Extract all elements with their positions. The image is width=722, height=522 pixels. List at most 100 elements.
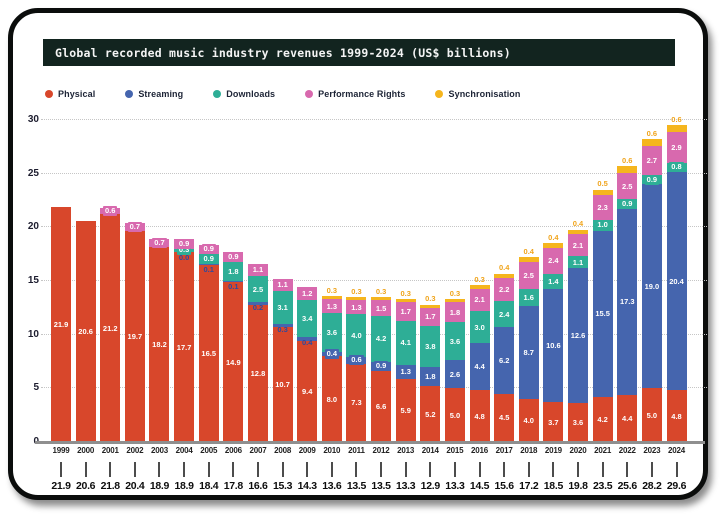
segment-label-performance_rights-2013: 1.7 <box>400 307 411 317</box>
total-label-2011: 13.5 <box>346 480 367 492</box>
bar-segment-physical-2018 <box>518 399 539 442</box>
legend-label-physical: Physical <box>58 89 96 99</box>
y-axis-label-5: 5 <box>33 382 39 394</box>
plot-area: 05101520253021.9199921.920.6200020.621.2… <box>28 114 707 492</box>
bar-segment-synchronisation-2021 <box>592 189 613 196</box>
axis-tick-2015 <box>453 462 456 477</box>
bar-segment-synchronisation-2017 <box>494 273 515 278</box>
segment-label-downloads-2005: 0.9 <box>197 254 221 264</box>
segment-label-synchronisation-2024: 0.6 <box>671 114 682 124</box>
bar-segment-downloads-2013 <box>395 320 416 365</box>
bar-segment-physical-2020 <box>568 403 589 442</box>
y-axis-label-25: 25 <box>27 167 39 179</box>
year-label-2018: 2018 <box>520 446 538 455</box>
year-label-2013: 2013 <box>397 446 415 455</box>
bar-segment-streaming-2008 <box>272 323 293 328</box>
bar-segment-downloads-2017 <box>494 301 515 328</box>
segment-label-synchronisation-2022: 0.6 <box>622 155 633 165</box>
bar-segment-performance_rights-2017 <box>494 277 515 302</box>
bar-segment-physical-2004 <box>174 252 195 442</box>
year-label-2023: 2023 <box>643 446 661 455</box>
segment-label-performance_rights-2015: 1.8 <box>449 307 461 317</box>
segment-label-chip: 0.9 <box>201 254 216 264</box>
segment-label-physical-2021: 4.2 <box>597 414 608 424</box>
segment-label-physical-2000: 20.6 <box>78 326 93 336</box>
segment-label-streaming-2007: 0.2 <box>252 303 264 313</box>
segment-label-streaming-2015: 2.6 <box>449 369 461 379</box>
segment-label-performance_rights-2004: 0.9 <box>172 238 196 249</box>
bar-segment-downloads-2011 <box>346 314 367 358</box>
year-label-2009: 2009 <box>298 446 316 455</box>
legend-item-streaming: Streaming <box>125 89 183 99</box>
axis-tick-2022 <box>626 462 629 477</box>
year-label-2024: 2024 <box>668 446 685 455</box>
legend-label-synchronisation: Synchronisation <box>448 89 521 99</box>
segment-label-synchronisation-2015: 0.3 <box>449 288 461 298</box>
bar-segment-downloads-2008 <box>272 290 293 324</box>
axis-tick-2007 <box>256 462 259 477</box>
bar-segment-downloads-2010 <box>321 313 342 352</box>
segment-label-chip: 0.9 <box>176 238 192 249</box>
segment-label-streaming-2014: 1.8 <box>425 372 436 382</box>
bar-segment-physical-2002 <box>124 230 145 442</box>
total-label-2024: 29.6 <box>666 480 687 492</box>
bar-segment-streaming-2018 <box>518 305 539 400</box>
segment-label-downloads-2017: 2.4 <box>498 309 510 319</box>
segment-label-synchronisation-2011: 0.3 <box>351 286 362 296</box>
segment-label-streaming-2004: 0.0 <box>178 253 190 263</box>
bar-segment-performance_rights-2011 <box>346 300 367 315</box>
segment-label-performance_rights-2007: 1.1 <box>252 265 264 275</box>
segment-label-chip: 0.3 <box>176 245 192 256</box>
axis-tick-1999 <box>60 462 62 477</box>
total-label-2019: 18.5 <box>543 480 564 492</box>
bar-segment-performance_rights-2010 <box>321 299 342 314</box>
segment-label-physical-2020: 3.6 <box>572 418 584 428</box>
bar-segment-performance_rights-2009 <box>297 287 318 301</box>
x-axis-line <box>35 441 705 444</box>
bar-segment-physical-2012 <box>371 371 392 442</box>
total-label-2008: 15.3 <box>272 480 293 492</box>
segment-label-streaming-2016: 4.4 <box>474 362 485 372</box>
bar-segment-streaming-2014 <box>420 366 441 387</box>
gridline-20 <box>41 226 707 228</box>
segment-label-performance_rights-2010: 1.3 <box>326 301 338 311</box>
segment-label-downloads-2013: 4.1 <box>400 338 411 348</box>
segment-label-downloads-2009: 3.4 <box>301 314 313 324</box>
segment-label-streaming-2013: 1.3 <box>400 367 411 377</box>
gridline-15 <box>41 280 707 281</box>
axis-tick-2017 <box>503 462 506 477</box>
segment-label-streaming-2011: 0.6 <box>344 355 368 366</box>
year-label-2007: 2007 <box>249 446 267 455</box>
segment-label-performance_rights-2022: 2.5 <box>622 181 633 191</box>
bar-segment-streaming-2021 <box>592 230 613 397</box>
bar-segment-streaming-2007 <box>247 302 268 305</box>
segment-label-chip: 0.7 <box>127 221 143 232</box>
bar-segment-streaming-2006 <box>223 281 244 283</box>
legend: Physical Streaming Downloads Performance Ri… <box>45 89 521 99</box>
year-label-2012: 2012 <box>372 446 390 455</box>
bar-segment-physical-2017 <box>494 393 515 442</box>
axis-tick-2020 <box>577 462 580 477</box>
segment-label-downloads-2011: 4.0 <box>351 331 362 341</box>
bar-segment-downloads-2007 <box>247 275 268 303</box>
segment-label-physical-2002: 19.7 <box>127 331 143 341</box>
segment-label-downloads-2014: 3.8 <box>425 341 436 351</box>
bar-segment-performance_rights-2019 <box>543 247 564 274</box>
bar-segment-physical-2013 <box>395 378 416 442</box>
segment-label-physical-2024: 4.8 <box>671 411 682 421</box>
segment-label-streaming-2017: 6.2 <box>498 355 510 365</box>
bar-segment-synchronisation-2015 <box>444 299 465 303</box>
segment-label-downloads-2020: 1.1 <box>572 257 584 267</box>
year-label-2015: 2015 <box>446 446 464 455</box>
segment-label-physical-2005: 16.5 <box>201 348 217 358</box>
legend-item-downloads: Downloads <box>213 89 275 99</box>
bar-segment-physical-1999 <box>51 206 71 442</box>
segment-label-downloads-2007: 2.5 <box>252 284 264 294</box>
total-label-2016: 14.5 <box>469 480 490 492</box>
bar-segment-downloads-2009 <box>297 300 318 337</box>
segment-label-synchronisation-2016: 0.3 <box>474 274 485 284</box>
segment-label-downloads-2015: 3.6 <box>449 336 461 346</box>
segment-label-physical-2019: 3.7 <box>548 417 559 427</box>
segment-label-physical-2008: 10.7 <box>275 380 290 390</box>
legend-label-downloads: Downloads <box>226 89 276 99</box>
